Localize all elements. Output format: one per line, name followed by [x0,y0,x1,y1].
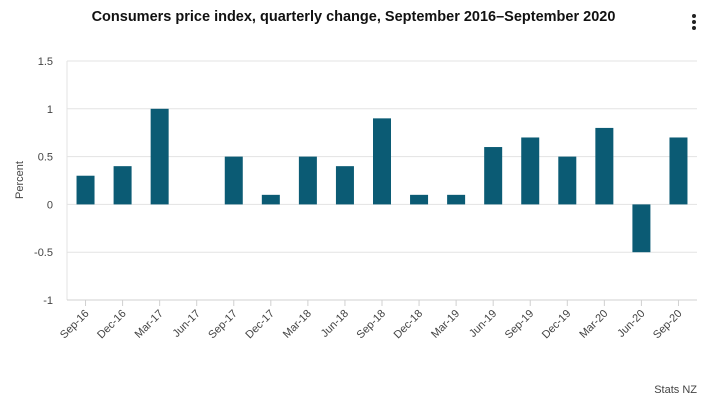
bar[interactable] [298,156,317,205]
bar[interactable] [113,166,132,205]
x-tick-label: Dec-17 [243,308,277,342]
bar[interactable] [521,137,540,205]
y-tick-label: 0 [47,199,53,211]
bar[interactable] [669,137,688,205]
bar[interactable] [632,204,651,253]
bar[interactable] [76,175,95,205]
menu-dot [692,26,696,30]
x-tick-label: Mar-19 [429,308,462,341]
x-tick-label: Mar-20 [577,308,610,341]
bar[interactable] [335,166,354,205]
x-tick-label: Dec-18 [392,308,426,342]
x-tick-label: Mar-17 [133,308,166,341]
axes [66,61,697,306]
menu-dot [692,20,696,24]
y-tick-label: -1 [43,295,53,307]
bar[interactable] [558,156,577,205]
x-tick-label: Jun-18 [319,308,351,340]
y-tick-label: 1.5 [38,56,53,68]
x-tick-label: Sep-16 [58,308,92,342]
menu-dot [692,14,696,18]
y-tick-label: 1 [47,104,53,116]
bars [76,108,688,253]
source-credit: Stats NZ [654,384,697,396]
x-tick-label: Jun-19 [467,308,499,340]
y-axis-title: Percent [14,161,26,199]
x-tick-label: Dec-16 [95,308,129,342]
bar[interactable] [373,118,391,205]
bar[interactable] [224,156,243,205]
bar[interactable] [595,127,614,205]
bar[interactable] [447,194,466,205]
y-tick-label: -0.5 [34,247,53,259]
x-tick-label: Dec-19 [540,308,574,342]
x-tick-label: Jun-20 [615,308,647,340]
x-tick-label: Sep-20 [651,308,685,342]
x-tick-label: Jun-17 [171,308,203,340]
chart-title: Consumers price index, quarterly change,… [91,9,616,25]
x-tick-label: Sep-19 [503,308,537,342]
bar[interactable] [150,108,169,205]
x-tick-label: Sep-17 [206,308,240,342]
x-tick-label: Sep-18 [355,308,389,342]
bar[interactable] [484,147,503,205]
more-vertical-icon[interactable] [686,12,702,32]
x-tick-label: Mar-18 [281,308,314,341]
bar[interactable] [410,194,429,205]
bar[interactable] [261,194,280,205]
y-tick-label: 0.5 [38,152,53,164]
